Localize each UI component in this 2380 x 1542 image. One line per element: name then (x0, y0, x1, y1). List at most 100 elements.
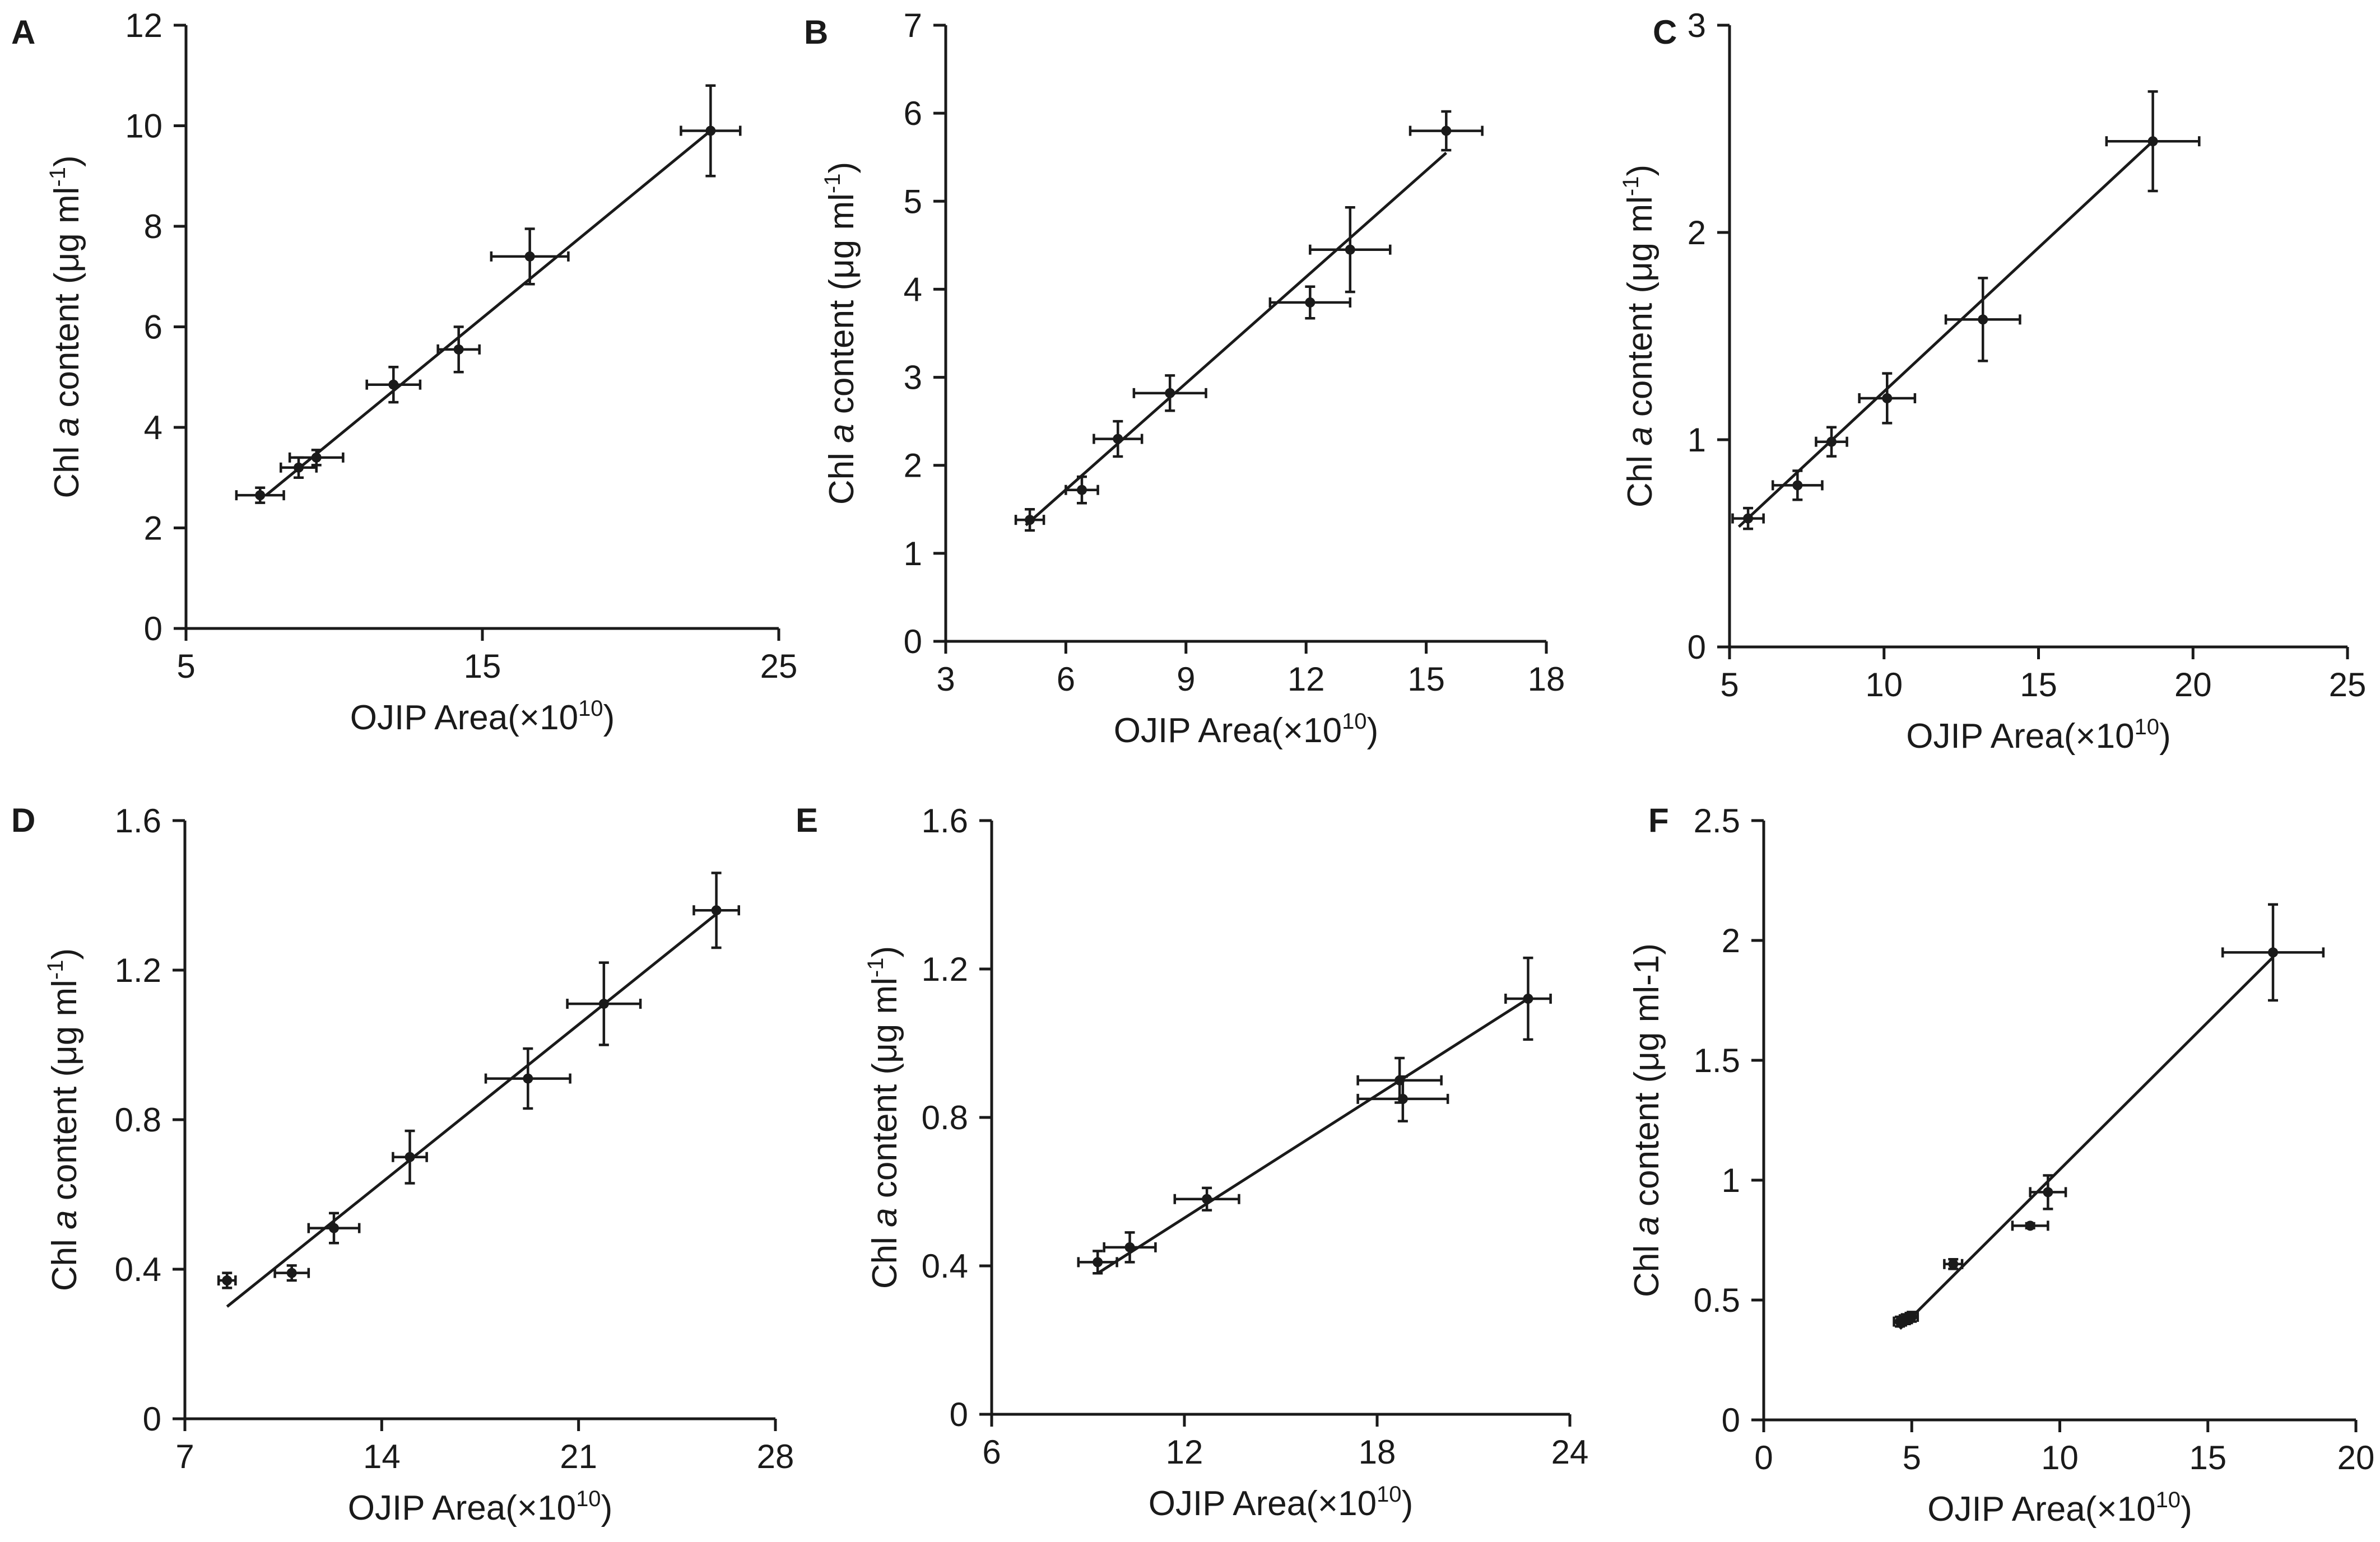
y-tick-label: 3 (1688, 7, 1706, 44)
data-point (235, 486, 285, 504)
y-tick-label: 1.5 (1694, 1042, 1740, 1079)
data-point (1173, 1186, 1240, 1212)
chart-panel-a: A 0 2 4 6 8 10 12 5 15 25 OJIP Area(×1010) Chl a con… (11, 7, 797, 737)
data-point (1771, 469, 1824, 501)
data-point (365, 366, 422, 404)
y-tick-label: 1.2 (922, 951, 968, 988)
data-marker (388, 379, 399, 390)
y-tick-label: 0 (904, 623, 922, 660)
y-tick-label: 1.2 (115, 952, 161, 989)
y-axis-label: Chl a content (μg ml-1) (43, 948, 84, 1291)
y-axis-label: Chl a content (μg ml-1) (820, 162, 861, 505)
x-tick-label: 20 (2174, 666, 2212, 704)
chart-panel-c: C 0 1 2 3 5 10 15 20 25 OJIP Area(×1010) Chl a cont… (1619, 7, 2366, 756)
x-tick-label: 9 (1177, 660, 1195, 698)
data-marker (255, 490, 266, 501)
data-marker (1792, 480, 1803, 491)
data-marker (1124, 1242, 1135, 1252)
data-point (692, 872, 741, 949)
y-tick-label: 4 (144, 409, 162, 446)
y-tick-label: 2 (1688, 214, 1706, 251)
x-tick-label: 25 (760, 647, 798, 685)
y-tick-label: 3 (904, 359, 922, 397)
data-marker (2025, 1220, 2035, 1231)
x-tick-label: 7 (175, 1438, 194, 1475)
x-axis-label: OJIP Area(×1010) (1149, 1482, 1413, 1523)
regression-line (1899, 956, 2274, 1330)
data-point (1065, 475, 1099, 505)
data-marker (405, 1152, 415, 1162)
data-marker (329, 1223, 340, 1233)
x-tick-label: 5 (1903, 1439, 1921, 1476)
x-tick-label: 15 (1407, 660, 1445, 698)
data-point (566, 961, 642, 1046)
data-marker (311, 452, 322, 463)
data-point (1943, 1257, 1964, 1270)
x-tick-label: 25 (2329, 666, 2367, 704)
data-marker (1113, 434, 1123, 444)
data-marker (711, 905, 722, 916)
y-tick-label: 4 (904, 271, 922, 308)
data-marker (1978, 314, 1988, 325)
data-point (280, 456, 318, 479)
x-tick-label: 18 (1528, 660, 1565, 698)
x-axis-label: OJIP Area(×1010) (350, 696, 615, 737)
data-marker (598, 999, 609, 1009)
y-tick-label: 1.6 (115, 802, 161, 840)
data-marker (2268, 947, 2279, 958)
y-tick-label: 0.4 (922, 1247, 968, 1285)
data-point (1904, 1311, 1919, 1323)
x-axis-label: OJIP Area(×1010) (348, 1487, 612, 1527)
data-marker (1025, 515, 1035, 525)
data-point (307, 1212, 361, 1245)
data-point (1093, 420, 1143, 458)
y-tick-label: 1.6 (922, 802, 968, 840)
data-point (1132, 374, 1207, 412)
data-marker (1202, 1194, 1212, 1204)
data-marker (1523, 994, 1533, 1004)
x-tick-label: 10 (2041, 1439, 2079, 1476)
data-point (2029, 1174, 2067, 1210)
data-marker (1397, 1093, 1408, 1104)
data-point (1944, 277, 2021, 362)
panel-label: D (11, 802, 35, 839)
data-marker (1345, 244, 1355, 255)
regression-line (226, 912, 718, 1308)
data-marker (1076, 485, 1087, 495)
y-axis-label: Chl a content (μg ml-1) (45, 155, 86, 498)
data-marker (1907, 1311, 1917, 1322)
data-point (436, 325, 481, 374)
x-axis-label: OJIP Area(×1010) (1906, 715, 2170, 756)
data-marker (1826, 436, 1837, 447)
regression-line (265, 129, 712, 497)
x-tick-label: 15 (464, 647, 501, 685)
data-point (2221, 903, 2325, 1002)
x-tick-label: 12 (1287, 660, 1325, 698)
y-tick-label: 7 (904, 7, 922, 44)
y-tick-label: 0.8 (115, 1101, 161, 1139)
x-tick-label: 12 (1166, 1433, 1203, 1471)
data-point (1504, 956, 1552, 1041)
data-point (2011, 1220, 2049, 1231)
x-tick-label: 5 (176, 647, 195, 685)
data-marker (286, 1268, 297, 1278)
data-point (392, 1129, 428, 1185)
x-axis-label: OJIP Area(×1010) (1114, 709, 1378, 750)
y-tick-label: 0.5 (1694, 1282, 1740, 1319)
panel-label: C (1653, 13, 1677, 51)
data-marker (705, 125, 716, 136)
y-tick-label: 1 (1688, 421, 1706, 459)
y-tick-label: 2 (904, 447, 922, 485)
data-point (217, 1271, 237, 1289)
y-axis-label: Chl a content (μg ml-1) (1628, 943, 1666, 1297)
data-point (484, 1047, 571, 1110)
data-point (288, 449, 345, 467)
y-tick-label: 0 (1722, 1401, 1740, 1439)
data-point (1858, 372, 1917, 425)
y-axis-label: Chl a content (μg ml-1) (863, 946, 904, 1289)
panel-label: E (796, 802, 818, 839)
data-marker (294, 462, 304, 473)
panel-label: B (804, 13, 828, 51)
x-tick-label: 5 (1720, 666, 1738, 704)
y-tick-label: 5 (904, 183, 922, 220)
